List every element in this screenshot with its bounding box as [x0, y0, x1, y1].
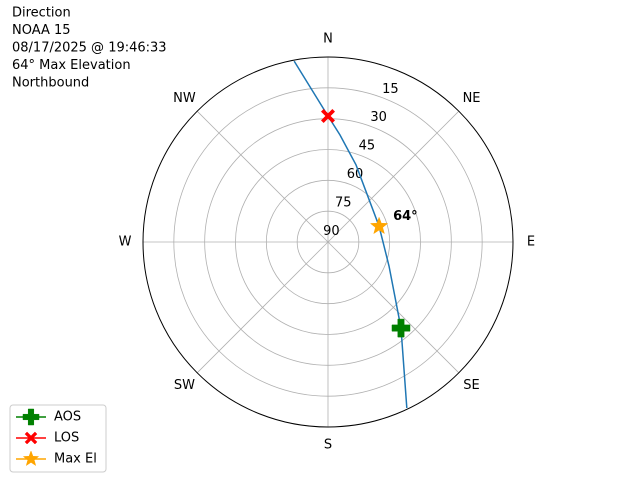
x-tick-label: SE [463, 378, 479, 393]
y-tick-label: 75 [335, 196, 352, 211]
track-line [294, 61, 407, 408]
x-tick-label: S [324, 438, 332, 453]
grid-spoke [197, 111, 328, 242]
marker-star [371, 217, 388, 233]
y-tick-label: 15 [382, 82, 399, 97]
x-tick-label: W [119, 235, 132, 250]
legend: AOS LOS Max El [10, 405, 106, 472]
x-tick-label: N [323, 32, 333, 47]
x-tick-label: SW [174, 378, 195, 393]
title-line: Direction [12, 6, 71, 21]
legend-label: LOS [54, 431, 79, 446]
x-tick-label: E [527, 235, 535, 250]
x-tick-label: NW [173, 91, 196, 106]
y-tick-label: 45 [359, 139, 376, 154]
grid-spoke [328, 242, 459, 373]
annotation: 64° [393, 209, 418, 224]
title-line: 64° Max Elevation [12, 58, 131, 73]
y-tick-label: 30 [370, 110, 387, 125]
legend-label: Max El [54, 452, 97, 467]
title-line: Northbound [12, 76, 89, 91]
title-line: NOAA 15 [12, 23, 71, 38]
grid-spoke [197, 242, 328, 373]
y-tick-label: 60 [347, 167, 364, 182]
y-tick-label: 90 [323, 224, 340, 239]
legend-label: AOS [54, 410, 81, 425]
title-line: 08/17/2025 @ 19:46:33 [12, 41, 167, 56]
x-tick-label: NE [463, 91, 481, 106]
